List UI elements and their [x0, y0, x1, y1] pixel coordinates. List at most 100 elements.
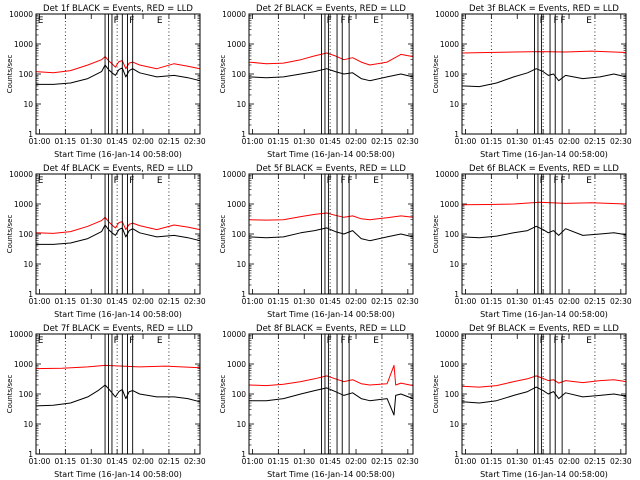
series-events-line: [36, 224, 201, 245]
flag-marker-f: F: [129, 176, 134, 186]
y-tick-label: 10: [449, 420, 459, 429]
x-tick-label: 02:15: [371, 137, 393, 146]
flag-marker-f: F: [129, 336, 134, 346]
y-tick-label: 1: [454, 290, 459, 299]
x-tick-label: 02:00: [345, 297, 367, 306]
flag-marker-e: E: [38, 176, 44, 186]
x-tick-label: 02:00: [132, 297, 154, 306]
flag-marker-f: F: [540, 16, 545, 26]
y-tick-label: 100: [232, 70, 247, 79]
x-tick-label: 02:00: [345, 137, 367, 146]
plot-frame: [248, 173, 414, 295]
flag-marker-f: F: [340, 336, 345, 346]
series-events-line: [249, 387, 414, 416]
y-tick-label: 100: [19, 390, 34, 399]
x-tick-label: 01:45: [106, 137, 128, 146]
x-tick-label: 01:00: [29, 457, 51, 466]
x-tick-label: 01:45: [106, 297, 128, 306]
x-tick-label: 01:00: [455, 297, 477, 306]
y-tick-label: 1000: [440, 360, 459, 369]
x-tick-label: 02:00: [132, 457, 154, 466]
y-tick-label: 100: [232, 390, 247, 399]
flag-marker-f: F: [347, 336, 352, 346]
x-tick-label: 01:15: [268, 137, 290, 146]
x-tick-label: 01:30: [293, 457, 315, 466]
series-events-line: [461, 68, 627, 88]
x-tick-label: 01:00: [242, 137, 264, 146]
flag-marker-e: E: [157, 16, 163, 26]
y-tick-label: 1: [28, 290, 33, 299]
panel-title: Det 4f BLACK = Events, RED = LLD: [43, 164, 193, 174]
x-tick-label: 01:45: [319, 457, 341, 466]
y-tick-label: 10000: [9, 170, 33, 179]
flag-marker-f: F: [114, 16, 119, 26]
y-tick-label: 10: [449, 260, 459, 269]
y-tick-label: 10000: [9, 10, 33, 19]
panel-det-7: Det 7f BLACK = Events, RED = LLD Start Ti…: [6, 324, 206, 479]
y-axis-label: Counts/sec: [6, 55, 14, 94]
y-axis-label: Counts/sec: [219, 375, 227, 414]
flag-marker-f: F: [553, 16, 558, 26]
panel-title: Det 5f BLACK = Events, RED = LLD: [256, 164, 406, 174]
y-tick-label: 1: [454, 450, 459, 459]
series-lld-line: [248, 212, 414, 221]
y-tick-label: 100: [19, 70, 34, 79]
y-tick-label: 10: [236, 100, 246, 109]
x-tick-label: 01:00: [455, 457, 477, 466]
flag-marker-f: F: [553, 176, 558, 186]
y-tick-label: 10: [23, 260, 33, 269]
x-tick-label: 01:30: [80, 137, 102, 146]
flag-marker-f: F: [114, 176, 119, 186]
y-axis-label: Counts/sec: [219, 55, 227, 94]
y-tick-label: 10: [23, 100, 33, 109]
series-events-line: [248, 68, 414, 82]
flag-marker-f: F: [327, 16, 332, 26]
x-tick-label: 01:15: [481, 297, 503, 306]
panel-det-5: Det 5f BLACK = Events, RED = LLD Start Ti…: [219, 164, 419, 319]
x-tick-label: 01:15: [55, 457, 77, 466]
x-axis-label: Start Time (16-Jan-14 00:58:00): [54, 470, 182, 479]
x-tick-label: 02:00: [558, 297, 580, 306]
x-tick-label: 02:30: [610, 137, 632, 146]
flag-marker-f: F: [560, 176, 565, 186]
flag-marker-f: F: [560, 16, 565, 26]
x-tick-label: 01:00: [242, 297, 264, 306]
flag-marker-e: E: [38, 16, 44, 26]
panel-title: Det 7f BLACK = Events, RED = LLD: [43, 324, 193, 334]
x-tick-label: 02:15: [158, 297, 180, 306]
flag-marker-e: E: [38, 336, 44, 346]
x-tick-label: 01:30: [80, 297, 102, 306]
x-tick-label: 01:45: [319, 297, 341, 306]
y-tick-label: 1000: [14, 40, 33, 49]
series-events-line: [36, 64, 201, 85]
flag-marker-e: E: [586, 16, 592, 26]
y-tick-label: 1000: [227, 40, 246, 49]
x-axis-label: Start Time (16-Jan-14 00:58:00): [480, 470, 608, 479]
panel-title: Det 2f BLACK = Events, RED = LLD: [256, 4, 406, 14]
y-tick-label: 10: [449, 100, 459, 109]
plot-frame: [35, 333, 201, 455]
x-tick-label: 01:45: [532, 137, 554, 146]
x-tick-label: 01:15: [55, 297, 77, 306]
x-tick-label: 01:45: [319, 137, 341, 146]
flag-marker-f: F: [553, 336, 558, 346]
x-tick-label: 01:45: [106, 457, 128, 466]
x-tick-label: 01:30: [293, 137, 315, 146]
x-tick-label: 01:30: [80, 457, 102, 466]
series-events-line: [248, 227, 414, 242]
y-tick-label: 10000: [222, 170, 246, 179]
panel-title: Det 1f BLACK = Events, RED = LLD: [43, 4, 193, 14]
panel-det-8: Det 8f BLACK = Events, RED = LLD Start Ti…: [219, 324, 419, 479]
flag-marker-f: F: [347, 176, 352, 186]
x-axis-label: Start Time (16-Jan-14 00:58:00): [267, 470, 395, 479]
series-lld-line: [248, 364, 414, 387]
plot-frame: [248, 13, 414, 135]
x-tick-label: 02:15: [584, 137, 606, 146]
y-tick-label: 100: [19, 230, 34, 239]
y-tick-label: 10000: [222, 330, 246, 339]
panel-det-6: Det 6f BLACK = Events, RED = LLD Start Ti…: [432, 164, 632, 319]
x-tick-label: 02:15: [158, 457, 180, 466]
x-tick-label: 01:30: [293, 297, 315, 306]
y-tick-label: 10000: [222, 10, 246, 19]
flag-marker-f: F: [327, 176, 332, 186]
